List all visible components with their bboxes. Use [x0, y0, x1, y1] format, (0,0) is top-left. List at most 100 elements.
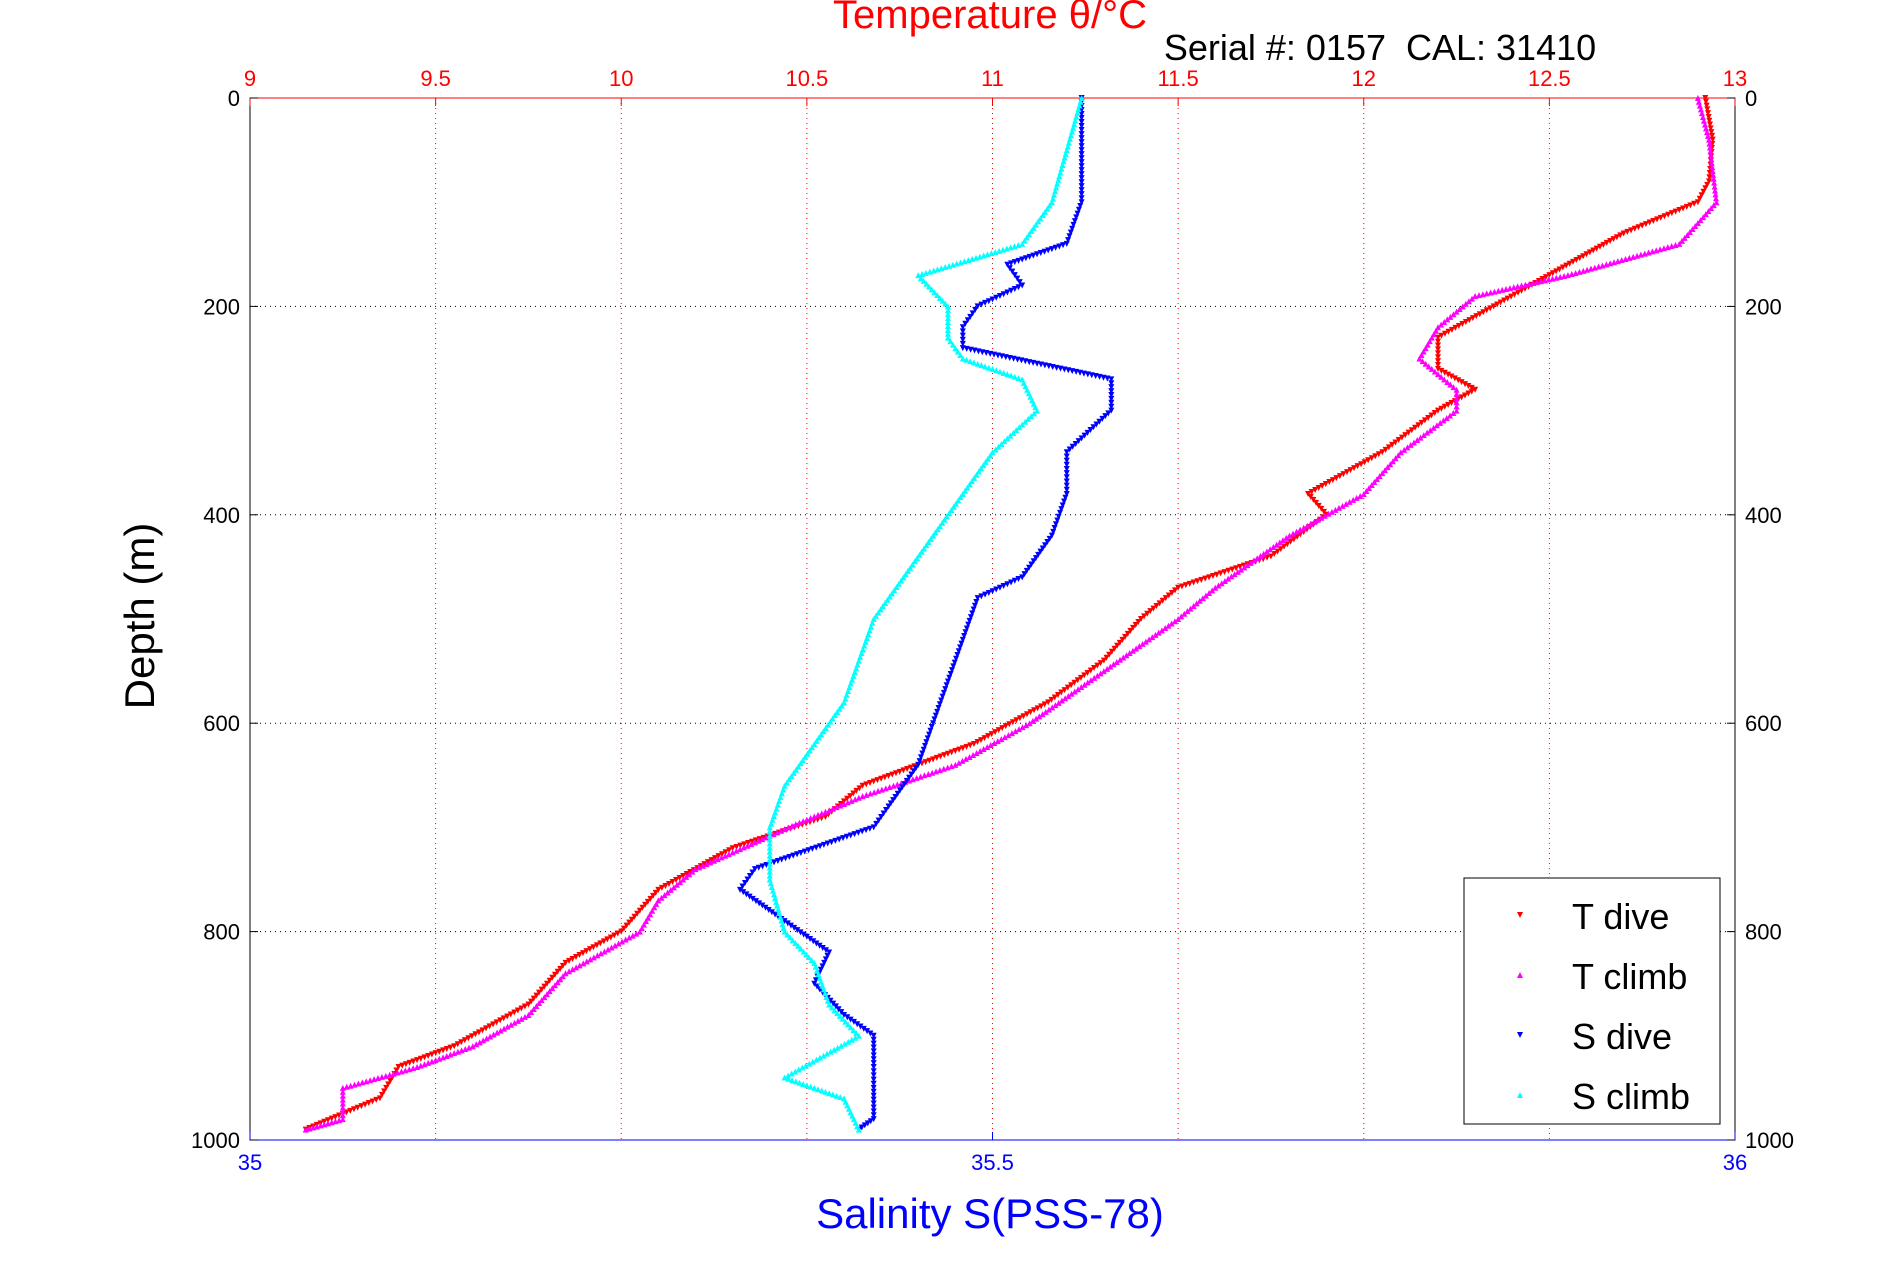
data-point	[1225, 575, 1232, 582]
data-point	[875, 609, 882, 616]
data-point	[1075, 438, 1082, 445]
data-point	[1039, 711, 1046, 718]
temperature-tick-label: 10.5	[785, 66, 828, 91]
data-point	[1141, 613, 1148, 620]
data-point	[1705, 110, 1711, 117]
data-point	[1420, 348, 1427, 355]
data-point	[458, 1047, 465, 1054]
data-point	[1067, 229, 1074, 236]
data-point	[919, 750, 926, 757]
data-point	[1102, 413, 1109, 420]
data-point	[962, 320, 969, 327]
data-point	[1435, 407, 1441, 414]
data-point	[790, 769, 797, 776]
data-point	[1339, 502, 1346, 509]
data-point	[867, 1030, 874, 1037]
data-point	[841, 1040, 848, 1047]
data-point	[354, 1104, 361, 1111]
data-point	[766, 856, 773, 863]
data-point	[949, 261, 956, 268]
data-point	[1063, 470, 1070, 477]
data-point	[804, 750, 811, 757]
data-point	[692, 866, 699, 873]
data-point	[1144, 610, 1151, 617]
data-point	[597, 950, 604, 957]
data-point	[944, 303, 951, 310]
data-point	[939, 519, 946, 526]
data-point	[1011, 373, 1018, 380]
data-point	[1441, 369, 1448, 376]
data-point	[376, 1095, 383, 1102]
data-point	[1583, 251, 1590, 258]
data-point	[1011, 286, 1018, 293]
data-point	[447, 1051, 454, 1058]
data-point	[1096, 418, 1103, 425]
data-point	[414, 1064, 421, 1071]
data-point	[936, 294, 943, 301]
data-point	[985, 298, 992, 305]
data-point	[1628, 227, 1635, 234]
data-point	[978, 465, 985, 472]
data-point	[766, 836, 773, 843]
data-point	[807, 1083, 814, 1090]
data-point	[996, 247, 1003, 254]
data-point	[1346, 498, 1353, 505]
data-point	[1297, 526, 1304, 533]
data-point	[1559, 264, 1566, 271]
data-point	[769, 887, 776, 894]
data-point	[870, 1096, 877, 1103]
data-point	[1064, 143, 1071, 150]
data-point	[773, 898, 780, 905]
data-point	[1490, 303, 1497, 310]
serial-cal-label: Serial #: 0157 CAL: 31410	[1164, 27, 1596, 68]
data-point	[898, 577, 905, 584]
data-point	[504, 1013, 511, 1020]
data-point	[1165, 592, 1172, 599]
data-point	[1676, 207, 1683, 214]
data-point	[1447, 412, 1454, 419]
data-point	[1049, 195, 1056, 202]
data-point	[1070, 124, 1077, 131]
data-point	[930, 532, 937, 539]
data-point	[978, 593, 985, 600]
data-point	[1405, 429, 1412, 436]
data-point	[1431, 410, 1438, 417]
data-point	[1637, 251, 1644, 258]
data-point	[1049, 704, 1056, 711]
data-point	[837, 1094, 844, 1101]
data-point	[718, 854, 725, 861]
data-point	[725, 851, 732, 858]
data-point	[554, 979, 561, 986]
data-point	[1019, 574, 1026, 581]
data-point	[518, 1005, 525, 1012]
data-point	[569, 955, 576, 962]
data-point	[924, 735, 931, 742]
data-point	[343, 1083, 350, 1090]
data-point	[938, 265, 945, 272]
data-point	[1368, 482, 1375, 489]
legend-marker	[1517, 1092, 1523, 1098]
data-point	[1661, 213, 1668, 220]
data-point	[749, 869, 756, 876]
data-point	[959, 490, 966, 497]
data-point	[931, 289, 938, 296]
data-point	[1094, 672, 1101, 679]
data-point	[826, 1090, 833, 1097]
data-point	[953, 655, 960, 662]
data-point	[799, 757, 806, 764]
data-point	[302, 1126, 309, 1133]
data-point	[766, 828, 773, 835]
data-point	[1078, 155, 1085, 162]
data-point	[1389, 458, 1396, 465]
data-point	[1624, 228, 1631, 235]
data-point	[985, 589, 992, 596]
data-point	[711, 857, 718, 864]
data-point	[936, 767, 943, 774]
data-point	[1139, 640, 1146, 647]
data-point	[1374, 476, 1381, 483]
data-point	[1078, 191, 1085, 198]
data-point	[1408, 427, 1415, 434]
legend-label: S dive	[1572, 1016, 1672, 1057]
data-point	[1190, 602, 1197, 609]
data-point	[640, 921, 647, 928]
